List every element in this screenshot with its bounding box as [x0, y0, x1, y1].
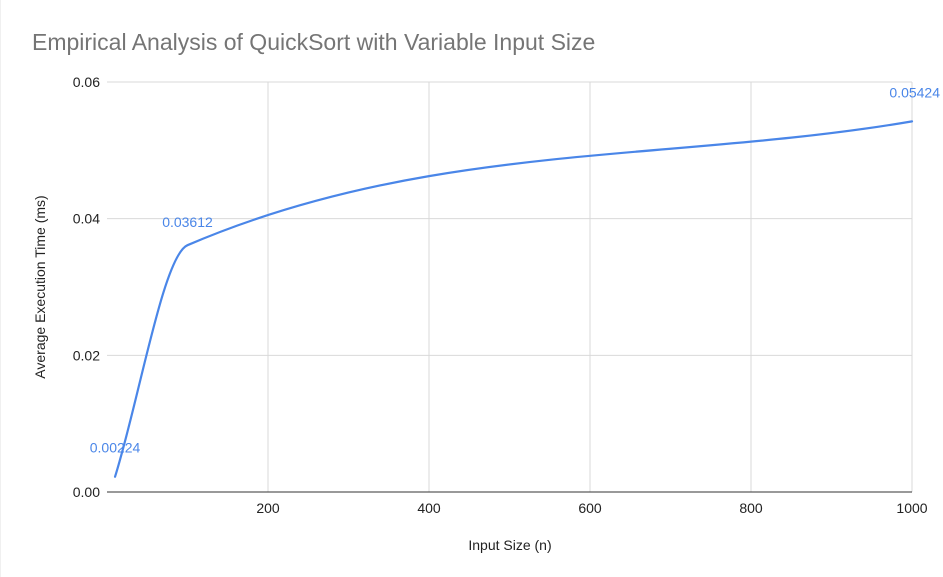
x-axis-ticks: 200 400 600 800 1000	[256, 500, 927, 516]
y-axis-ticks: 0.00 0.02 0.04 0.06	[73, 74, 100, 500]
data-label: 0.00224	[90, 440, 141, 456]
x-tick-label: 200	[256, 500, 280, 516]
data-labels: 0.00224 0.03612 0.05424	[90, 84, 940, 455]
y-axis-title: Average Execution Time (ms)	[32, 195, 48, 378]
x-tick-label: 1000	[896, 500, 927, 516]
y-tick-label: 0.06	[73, 74, 100, 90]
x-tick-label: 600	[578, 500, 602, 516]
x-tick-label: 800	[739, 500, 763, 516]
chart-title: Empirical Analysis of QuickSort with Var…	[32, 29, 595, 55]
y-tick-label: 0.04	[73, 211, 100, 227]
series-line	[113, 120, 914, 478]
data-label: 0.03612	[162, 214, 213, 230]
y-tick-label: 0.00	[73, 484, 100, 500]
grid-lines	[107, 81, 913, 492]
y-tick-label: 0.02	[73, 347, 100, 363]
x-axis-title: Input Size (n)	[468, 537, 551, 553]
x-tick-label: 400	[417, 500, 441, 516]
data-label: 0.05424	[889, 84, 940, 100]
series-group	[113, 120, 914, 478]
